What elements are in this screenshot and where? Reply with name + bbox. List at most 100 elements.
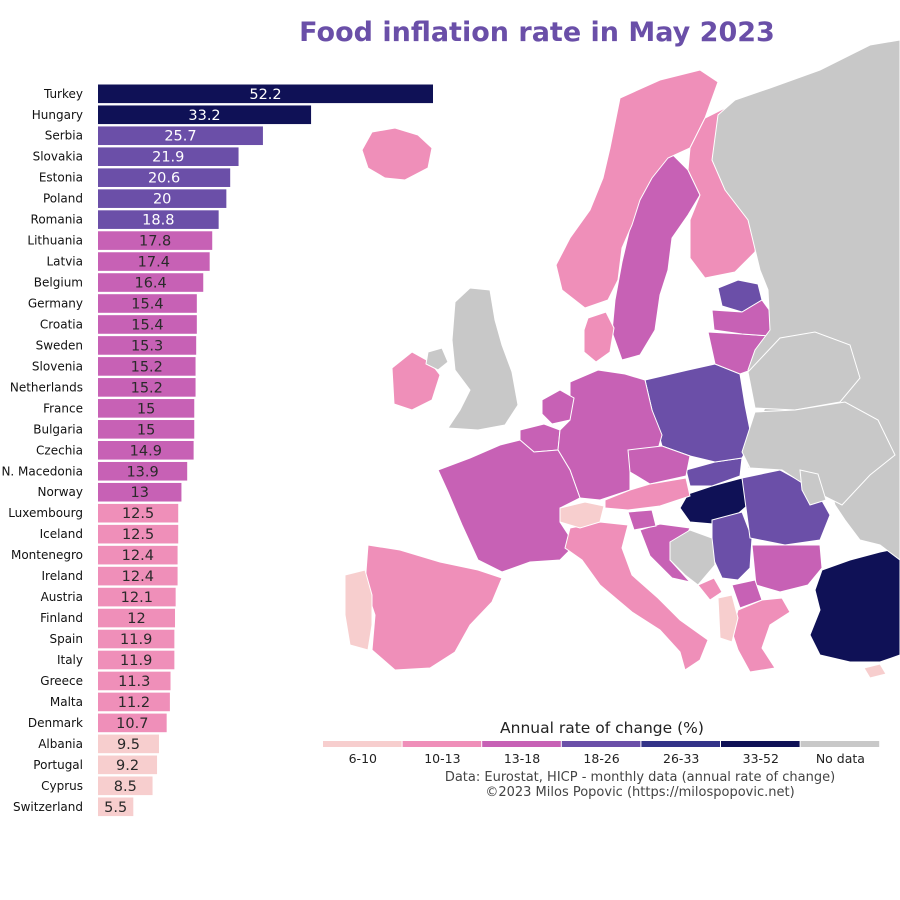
value-label-norway: 13 — [130, 485, 148, 501]
value-label-sweden: 15.3 — [131, 338, 163, 354]
value-label-ireland: 12.4 — [122, 569, 154, 585]
source-note: Data: Eurostat, HICP - monthly data (ann… — [445, 770, 835, 800]
bar-slovenia — [98, 357, 196, 376]
chart-title: Food inflation rate in May 2023 — [299, 17, 775, 48]
value-label-luxembourg: 12.5 — [122, 506, 154, 522]
legend-label-13-18: 13-18 — [504, 751, 540, 766]
bar-n-macedonia — [98, 461, 188, 481]
category-label-austria: Austria — [41, 590, 83, 604]
map-region-cyprus — [863, 663, 887, 679]
value-label-bulgaria: 15 — [137, 422, 155, 438]
bar-italy — [98, 650, 175, 670]
map-region-bulgaria — [751, 544, 823, 593]
value-label-greece: 11.3 — [118, 674, 150, 690]
legend-label-26-33: 26-33 — [663, 751, 699, 766]
source-line-copyright: ©2023 Milos Popovic (https://milospopovi… — [485, 785, 794, 800]
category-label-sweden: Sweden — [36, 338, 83, 352]
bar-luxembourg — [98, 503, 179, 523]
bar-portugal — [98, 755, 158, 775]
category-label-slovakia: Slovakia — [33, 150, 83, 164]
value-label-croatia: 15.4 — [131, 317, 163, 333]
category-label-germany: Germany — [28, 297, 83, 311]
category-label-malta: Malta — [50, 695, 83, 709]
bar-austria — [98, 587, 176, 607]
map-region-greece — [731, 597, 791, 673]
bar-montenegro — [98, 545, 178, 565]
bar-norway — [98, 482, 182, 502]
bar-estonia — [98, 168, 231, 187]
bar-spain — [98, 629, 175, 649]
category-label-netherlands: Netherlands — [10, 380, 83, 394]
map-region-spain — [364, 544, 503, 671]
category-label-norway: Norway — [37, 485, 83, 499]
map-region-slovenia — [627, 509, 657, 531]
bar-slovakia — [98, 147, 239, 167]
category-label-czechia: Czechia — [36, 443, 83, 457]
map-region-ireland — [391, 351, 441, 411]
bar-serbia — [98, 126, 263, 146]
value-label-turkey: 52.2 — [249, 87, 281, 103]
value-label-netherlands: 15.2 — [131, 380, 163, 396]
category-label-cyprus: Cyprus — [41, 779, 83, 793]
value-label-denmark: 10.7 — [116, 716, 148, 732]
bar-ireland — [98, 566, 178, 586]
category-label-denmark: Denmark — [28, 716, 83, 730]
legend-swatch-6-10 — [323, 741, 402, 747]
category-label-albania: Albania — [38, 737, 83, 751]
europe-map — [344, 39, 900, 679]
map-region-portugal — [344, 569, 373, 651]
bar-denmark — [98, 713, 167, 733]
value-label-iceland: 12.5 — [122, 527, 154, 543]
value-label-switzerland: 5.5 — [104, 800, 127, 816]
legend-swatch-no-data — [800, 741, 880, 747]
category-label-croatia: Croatia — [40, 317, 83, 331]
bar-croatia — [98, 315, 197, 334]
bar-netherlands — [98, 378, 196, 397]
legend-swatch-26-33 — [641, 741, 720, 747]
value-label-cyprus: 8.5 — [114, 779, 137, 795]
value-label-slovenia: 15.2 — [131, 359, 163, 375]
map-region-denmark — [583, 311, 615, 363]
map-region-northern-ireland — [425, 347, 449, 371]
map-region-montenegro — [697, 577, 723, 601]
bar-belgium — [98, 273, 204, 292]
map-region-netherlands — [541, 389, 575, 425]
value-label-albania: 9.5 — [117, 737, 140, 753]
bar-hungary — [98, 105, 312, 125]
value-label-austria: 12.1 — [121, 590, 153, 606]
category-label-turkey: Turkey — [43, 87, 83, 101]
map-region-serbia — [711, 511, 753, 581]
category-label-hungary: Hungary — [32, 108, 83, 122]
legend-swatch-33-52 — [721, 741, 800, 747]
value-label-hungary: 33.2 — [188, 108, 220, 124]
category-label-italy: Italy — [57, 653, 83, 667]
map-region-italy — [564, 521, 709, 671]
map-region-turkey — [809, 547, 900, 663]
bar-turkey — [98, 84, 433, 104]
bar-malta — [98, 692, 170, 712]
category-label-lithuania: Lithuania — [27, 234, 83, 248]
map-region-norway — [555, 69, 719, 309]
bar-greece — [98, 671, 171, 691]
category-label-poland: Poland — [43, 192, 83, 206]
value-label-poland: 20 — [153, 192, 171, 208]
map-region-iceland — [361, 127, 433, 181]
bar-iceland — [98, 524, 179, 544]
category-label-estonia: Estonia — [39, 171, 83, 185]
bar-germany — [98, 294, 197, 313]
value-label-n-macedonia: 13.9 — [126, 464, 158, 480]
bar-cyprus — [98, 776, 153, 796]
category-label-portugal: Portugal — [33, 758, 83, 772]
value-label-czechia: 14.9 — [130, 443, 162, 459]
bar-lithuania — [98, 231, 213, 250]
bar-finland — [98, 608, 176, 628]
value-label-portugal: 9.2 — [116, 758, 139, 774]
value-label-malta: 11.2 — [118, 695, 150, 711]
bar-czechia — [98, 440, 194, 460]
category-label-switzerland: Switzerland — [13, 800, 83, 814]
category-label-romania: Romania — [31, 213, 83, 227]
legend-label-18-26: 18-26 — [583, 751, 619, 766]
category-label-belgium: Belgium — [34, 276, 83, 290]
category-label-latvia: Latvia — [46, 255, 83, 269]
